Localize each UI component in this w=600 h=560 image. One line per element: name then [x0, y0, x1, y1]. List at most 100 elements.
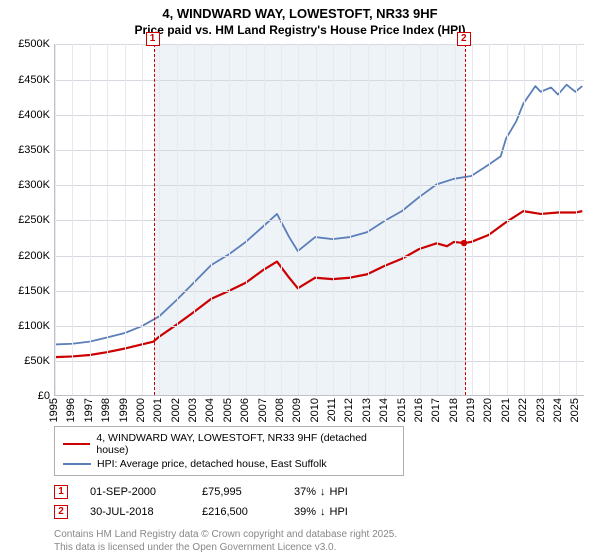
legend-label: HPI: Average price, detached house, East…	[97, 458, 327, 470]
legend-swatch	[63, 443, 90, 445]
event-price: £75,995	[202, 486, 272, 498]
y-axis-label: £150K	[18, 285, 50, 297]
x-axis-label: 1995	[48, 398, 60, 422]
gridline-v	[229, 44, 230, 395]
gridline-v	[211, 44, 212, 395]
gridline-v	[55, 44, 56, 395]
x-axis-label: 2010	[309, 398, 321, 422]
chart-title: 4, WINDWARD WAY, LOWESTOFT, NR33 9HF	[10, 6, 590, 23]
gridline-v	[264, 44, 265, 395]
gridline-v	[194, 44, 195, 395]
event-date: 30-JUL-2018	[90, 506, 180, 518]
gridline-v	[437, 44, 438, 395]
plot-region: 12	[54, 44, 584, 396]
gridline-h	[55, 150, 584, 151]
gridline-v	[507, 44, 508, 395]
gridline-v	[385, 44, 386, 395]
x-axis-label: 2018	[448, 398, 460, 422]
gridline-h	[55, 185, 584, 186]
gridline-v	[542, 44, 543, 395]
gridline-v	[333, 44, 334, 395]
gridline-v	[576, 44, 577, 395]
chart-area: 12 £0£50K£100K£150K£200K£250K£300K£350K£…	[10, 42, 590, 424]
gridline-h	[55, 44, 584, 45]
y-axis-label: £300K	[18, 179, 50, 191]
gridline-v	[281, 44, 282, 395]
event-marker: 1	[146, 32, 160, 46]
gridline-h	[55, 220, 584, 221]
gridline-v	[177, 44, 178, 395]
legend-row: HPI: Average price, detached house, East…	[63, 457, 395, 471]
y-axis-label: £250K	[18, 214, 50, 226]
event-pct: 37% ↓ HPI	[294, 486, 374, 498]
event-pct-value: 39%	[294, 506, 316, 518]
x-axis-label: 2017	[430, 398, 442, 422]
gridline-v	[472, 44, 473, 395]
event-row: 1 01-SEP-2000 £75,995 37% ↓ HPI	[54, 482, 590, 502]
series-hpi	[55, 85, 582, 345]
event-date: 01-SEP-2000	[90, 486, 180, 498]
legend-label: 4, WINDWARD WAY, LOWESTOFT, NR33 9HF (de…	[96, 432, 395, 456]
x-axis-label: 2000	[135, 398, 147, 422]
gridline-h	[55, 361, 584, 362]
footer-line-1: Contains HM Land Registry data © Crown c…	[54, 528, 590, 541]
x-axis-label: 2006	[239, 398, 251, 422]
event-pct-suffix: HPI	[330, 486, 348, 498]
gridline-v	[489, 44, 490, 395]
x-axis-label: 2021	[500, 398, 512, 422]
footer-line-2: This data is licensed under the Open Gov…	[54, 541, 590, 554]
y-axis-label: £450K	[18, 74, 50, 86]
chart-subtitle: Price paid vs. HM Land Registry's House …	[10, 23, 590, 39]
gridline-v	[107, 44, 108, 395]
gridline-v	[90, 44, 91, 395]
chart-title-block: 4, WINDWARD WAY, LOWESTOFT, NR33 9HF Pri…	[10, 6, 590, 38]
y-axis-label: £200K	[18, 250, 50, 262]
gridline-v	[142, 44, 143, 395]
gridline-v	[246, 44, 247, 395]
gridline-v	[403, 44, 404, 395]
event-marker: 2	[457, 32, 471, 46]
x-axis-label: 2024	[552, 398, 564, 422]
x-axis-label: 1999	[118, 398, 130, 422]
y-axis-label: £100K	[18, 320, 50, 332]
footer-attribution: Contains HM Land Registry data © Crown c…	[54, 528, 590, 554]
gridline-v	[524, 44, 525, 395]
x-axis-label: 1996	[65, 398, 77, 422]
gridline-h	[55, 326, 584, 327]
gridline-v	[559, 44, 560, 395]
x-axis-label: 2014	[378, 398, 390, 422]
gridline-v	[350, 44, 351, 395]
gridline-v	[125, 44, 126, 395]
y-axis-label: £350K	[18, 144, 50, 156]
x-axis-label: 2008	[274, 398, 286, 422]
event-row-marker: 1	[54, 485, 68, 499]
event-row: 230-JUL-2018£216,50039%↓HPI	[54, 502, 590, 522]
x-axis-label: 2005	[222, 398, 234, 422]
event-line	[465, 44, 466, 395]
down-arrow-icon: ↓	[320, 506, 326, 518]
x-axis-label: 1998	[100, 398, 112, 422]
gridline-h	[55, 291, 584, 292]
gridline-h	[55, 115, 584, 116]
gridline-v	[72, 44, 73, 395]
y-axis-label: £500K	[18, 38, 50, 50]
x-axis-label: 1997	[83, 398, 95, 422]
x-axis-label: 2011	[326, 398, 338, 422]
event-pct-value: 37%	[294, 486, 316, 498]
event-pct: 39%↓HPI	[294, 506, 374, 518]
down-arrow-icon: ↓	[320, 486, 326, 498]
legend-row: 4, WINDWARD WAY, LOWESTOFT, NR33 9HF (de…	[63, 431, 395, 457]
y-axis-label: £400K	[18, 109, 50, 121]
events-table: 1 01-SEP-2000 £75,995 37% ↓ HPI 2 30-JUL-2018 £2…	[54, 482, 590, 522]
x-axis-label: 2022	[517, 398, 529, 422]
event-row-marker: 2	[54, 505, 68, 519]
legend-box: 4, WINDWARD WAY, LOWESTOFT, NR33 9HF (de…	[54, 426, 404, 476]
x-axis-label: 2009	[291, 398, 303, 422]
gridline-v	[159, 44, 160, 395]
x-axis-label: 2003	[187, 398, 199, 422]
event-price: £216,500	[202, 506, 272, 518]
x-axis-label: 2001	[152, 398, 164, 422]
gridline-v	[455, 44, 456, 395]
series-property	[55, 212, 582, 358]
event-line	[154, 44, 155, 395]
